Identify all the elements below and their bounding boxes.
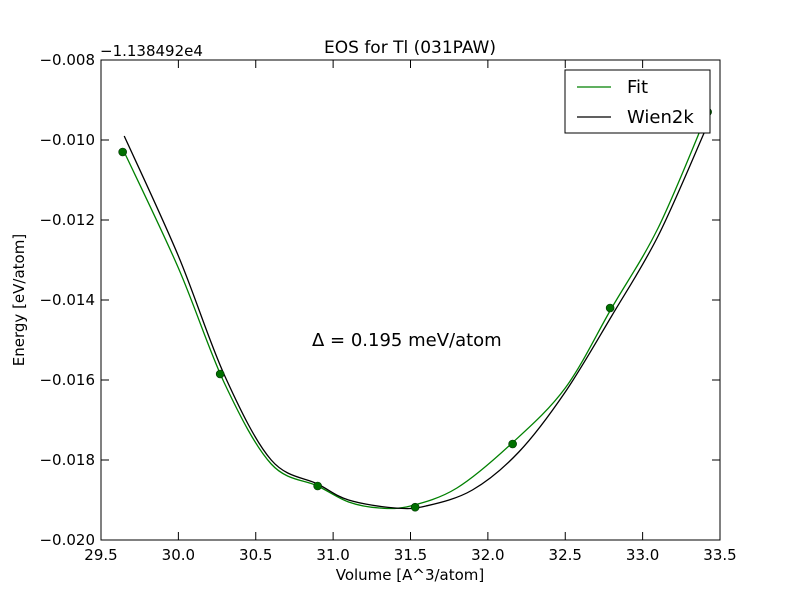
legend: Fit Wien2k (564, 69, 711, 134)
data-point (118, 147, 127, 157)
chart-title: EOS for Tl (031PAW) (324, 38, 496, 58)
y-axis-label: Energy [eV/atom] (10, 234, 28, 366)
y-tick-label: −0.008 (39, 51, 95, 69)
delta-annotation: Δ = 0.195 meV/atom (312, 330, 502, 351)
x-tick-label: 32.5 (549, 546, 582, 564)
x-tick-label: 33.0 (626, 546, 659, 564)
x-tick-label: 30.5 (239, 546, 272, 564)
legend-box (564, 69, 711, 134)
legend-fit-label: Fit (627, 77, 648, 98)
x-tick-label: 31.0 (316, 546, 349, 564)
x-tick-label: 30.0 (162, 546, 195, 564)
y-tick-label: −0.018 (39, 451, 95, 469)
data-point (313, 481, 322, 491)
series-line-wien2k (123, 131, 706, 510)
x-tick-label: 32.0 (471, 546, 504, 564)
x-tick-label: 29.5 (84, 546, 117, 564)
y-tick-label: −0.016 (39, 371, 95, 389)
y-tick-label: −0.010 (39, 131, 95, 149)
x-tick-label: 31.5 (394, 546, 427, 564)
y-tick-label: −0.012 (39, 211, 95, 229)
series-line-fit (123, 119, 706, 510)
data-point (410, 502, 420, 512)
data-point (508, 439, 517, 449)
x-axis-label: Volume [A^3/atom] (336, 566, 485, 584)
legend-wien2k-label: Wien2k (627, 107, 694, 128)
data-point (605, 303, 615, 313)
y-tick-label: −0.020 (39, 531, 95, 549)
axis-ticks: 29.5 30.0 30.5 31.0 31.5 32.0 32.5 33.0 33.5 −0.0… (39, 51, 736, 564)
x-tick-label: 33.5 (703, 546, 736, 564)
data-point (215, 369, 225, 379)
y-tick-label: −0.014 (39, 291, 95, 309)
y-offset-label: −1.138492e4 (100, 42, 203, 60)
